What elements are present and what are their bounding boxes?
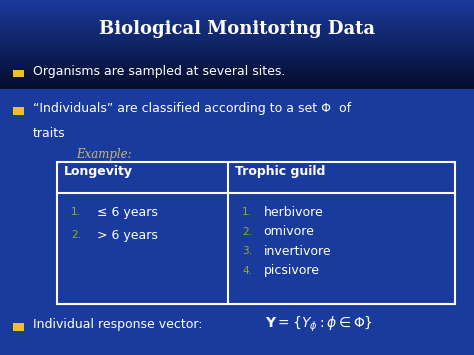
Bar bbox=[0, 67, 474, 71]
Bar bbox=[0, 80, 474, 84]
Bar bbox=[0, 4, 474, 9]
Bar bbox=[0, 18, 474, 22]
Text: 2.: 2. bbox=[71, 230, 81, 240]
Text: picsivore: picsivore bbox=[264, 264, 319, 277]
Text: > 6 years: > 6 years bbox=[97, 229, 158, 242]
Text: 3.: 3. bbox=[242, 246, 252, 256]
Bar bbox=[0, 71, 474, 75]
Bar bbox=[0, 27, 474, 31]
Text: herbivore: herbivore bbox=[264, 206, 323, 219]
Text: $\mathbf{Y} = \{Y_{\phi} : \phi \in \Phi\}$: $\mathbf{Y} = \{Y_{\phi} : \phi \in \Phi… bbox=[265, 315, 374, 334]
Bar bbox=[13, 70, 24, 77]
Bar bbox=[0, 31, 474, 36]
Bar bbox=[0, 75, 474, 80]
Bar bbox=[0, 84, 474, 89]
Bar bbox=[0, 89, 474, 355]
Text: 4.: 4. bbox=[242, 266, 252, 276]
Text: ≤ 6 years: ≤ 6 years bbox=[97, 206, 158, 219]
Text: 1.: 1. bbox=[71, 207, 81, 217]
Bar bbox=[0, 44, 474, 49]
Bar bbox=[13, 107, 24, 115]
Bar bbox=[0, 13, 474, 18]
Bar bbox=[0, 22, 474, 27]
Text: traits: traits bbox=[33, 127, 66, 140]
Text: 2.: 2. bbox=[242, 227, 252, 237]
Text: Trophic guild: Trophic guild bbox=[235, 165, 326, 178]
Text: “Individuals” are classified according to a set Φ  of: “Individuals” are classified according t… bbox=[33, 102, 351, 115]
Text: Individual response vector:: Individual response vector: bbox=[33, 318, 203, 331]
Bar bbox=[0, 36, 474, 40]
Text: Organisms are sampled at several sites.: Organisms are sampled at several sites. bbox=[33, 65, 285, 77]
Bar bbox=[0, 9, 474, 13]
Text: 1.: 1. bbox=[242, 207, 252, 217]
Bar bbox=[0, 49, 474, 53]
Bar bbox=[0, 0, 474, 89]
Bar bbox=[0, 62, 474, 67]
Bar bbox=[57, 162, 455, 304]
Bar bbox=[0, 40, 474, 44]
Bar bbox=[57, 162, 455, 304]
Bar bbox=[0, 0, 474, 4]
Bar bbox=[0, 58, 474, 62]
Text: Example:: Example: bbox=[76, 148, 131, 161]
Text: Longevity: Longevity bbox=[64, 165, 133, 178]
Bar bbox=[0, 53, 474, 58]
Text: Biological Monitoring Data: Biological Monitoring Data bbox=[99, 20, 375, 38]
Text: omivore: omivore bbox=[264, 225, 315, 238]
Bar bbox=[13, 323, 24, 331]
Text: invertivore: invertivore bbox=[264, 245, 331, 258]
